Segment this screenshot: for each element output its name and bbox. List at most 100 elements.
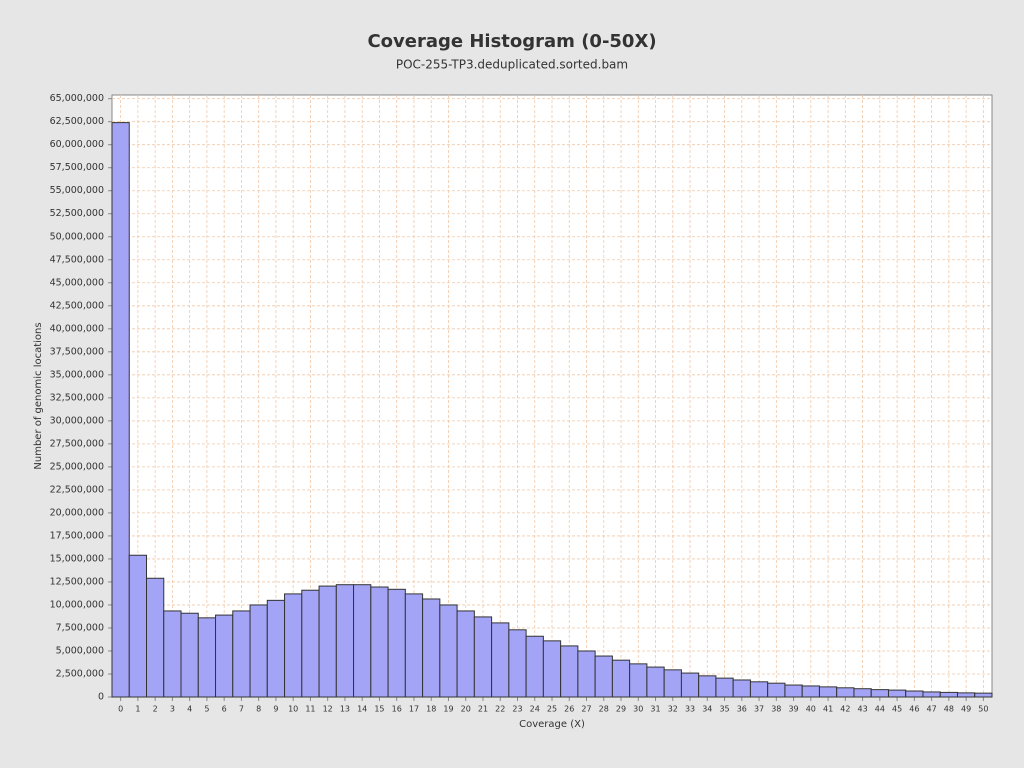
x-tick-label: 11 — [305, 705, 315, 714]
x-tick-label: 30 — [633, 705, 643, 714]
y-tick-label: 10,000,000 — [50, 599, 104, 610]
y-tick-label: 25,000,000 — [50, 461, 104, 472]
x-tick-label: 49 — [961, 705, 971, 714]
bar — [525, 635, 544, 698]
bar — [318, 585, 337, 698]
y-tick-label: 40,000,000 — [50, 323, 104, 334]
x-tick-label: 9 — [273, 705, 278, 714]
x-tick-label: 46 — [909, 705, 919, 714]
x-tick-label: 6 — [222, 705, 227, 714]
x-tick-label: 31 — [650, 705, 660, 714]
bar — [111, 122, 130, 698]
x-tick-label: 38 — [771, 705, 781, 714]
bar — [542, 640, 562, 698]
bar — [905, 690, 924, 698]
y-tick-label: 45,000,000 — [50, 277, 104, 288]
x-tick-label: 39 — [788, 705, 798, 714]
y-tick-label: 0 — [98, 692, 104, 703]
y-tick-label: 50,000,000 — [50, 231, 104, 242]
x-tick-label: 47 — [927, 705, 937, 714]
y-tick-label: 52,500,000 — [50, 208, 104, 219]
x-tick-label: 44 — [875, 705, 885, 714]
y-tick-label: 42,500,000 — [50, 300, 104, 311]
x-tick-label: 23 — [512, 705, 522, 714]
y-tick-label: 60,000,000 — [50, 139, 104, 150]
x-axis-label: Coverage (X) — [519, 719, 585, 730]
x-tick-label: 7 — [239, 705, 244, 714]
bar — [956, 692, 976, 698]
y-tick-label: 30,000,000 — [50, 415, 104, 426]
x-tick-label: 27 — [581, 705, 591, 714]
bar — [887, 689, 907, 698]
y-tick-label: 27,500,000 — [50, 438, 104, 449]
bar — [818, 686, 838, 698]
bar — [370, 586, 389, 698]
bar — [663, 669, 682, 698]
bar — [853, 688, 872, 698]
bar — [939, 691, 958, 698]
x-tick-label: 4 — [187, 705, 192, 714]
bar — [732, 679, 751, 698]
x-tick-label: 42 — [840, 705, 850, 714]
y-tick-label: 47,500,000 — [50, 254, 104, 265]
bar — [301, 589, 320, 698]
bar — [353, 584, 372, 698]
bar — [266, 599, 286, 698]
bar — [232, 610, 251, 698]
bar — [146, 577, 165, 698]
x-tick-label: 48 — [944, 705, 954, 714]
x-tick-label: 35 — [719, 705, 729, 714]
y-tick-label: 22,500,000 — [50, 484, 104, 495]
bar — [508, 629, 527, 698]
bar — [284, 593, 303, 698]
bar — [767, 682, 786, 698]
bar — [439, 604, 458, 698]
x-tick-label: 13 — [340, 705, 350, 714]
bar — [646, 666, 665, 698]
bar — [473, 616, 493, 698]
y-tick-label: 62,500,000 — [50, 116, 104, 127]
bar — [422, 598, 441, 698]
x-tick-label: 33 — [685, 705, 695, 714]
bar — [974, 692, 993, 698]
bar — [715, 677, 734, 698]
x-tick-label: 43 — [857, 705, 867, 714]
bar — [784, 684, 803, 698]
x-tick-label: 17 — [409, 705, 419, 714]
x-tick-label: 32 — [668, 705, 678, 714]
x-tick-label: 0 — [118, 705, 123, 714]
x-tick-label: 28 — [599, 705, 609, 714]
x-tick-label: 15 — [374, 705, 384, 714]
bar — [491, 622, 510, 698]
bar — [215, 614, 234, 698]
x-tick-label: 37 — [754, 705, 764, 714]
x-tick-label: 18 — [426, 705, 436, 714]
x-tick-label: 50 — [978, 705, 988, 714]
y-tick-label: 7,500,000 — [56, 622, 104, 633]
bar — [456, 610, 475, 698]
bar — [163, 610, 182, 698]
y-tick-label: 15,000,000 — [50, 553, 104, 564]
x-tick-label: 10 — [288, 705, 298, 714]
y-tick-label: 2,500,000 — [56, 668, 104, 679]
x-tick-label: 20 — [461, 705, 471, 714]
x-tick-label: 12 — [323, 705, 333, 714]
y-tick-label: 35,000,000 — [50, 369, 104, 380]
y-tick-label: 32,500,000 — [50, 392, 104, 403]
y-tick-label: 65,000,000 — [50, 93, 104, 104]
x-tick-label: 19 — [443, 705, 453, 714]
y-tick-label: 55,000,000 — [50, 185, 104, 196]
bar — [560, 645, 579, 698]
x-tick-label: 41 — [823, 705, 833, 714]
bar — [335, 584, 355, 698]
y-axis-label: Number of genomic locations — [33, 322, 44, 469]
x-tick-label: 22 — [495, 705, 505, 714]
bar — [870, 689, 889, 698]
x-tick-label: 45 — [892, 705, 902, 714]
y-tick-label: 12,500,000 — [50, 576, 104, 587]
bar — [749, 681, 769, 698]
bar — [611, 659, 631, 698]
bar — [387, 588, 406, 698]
